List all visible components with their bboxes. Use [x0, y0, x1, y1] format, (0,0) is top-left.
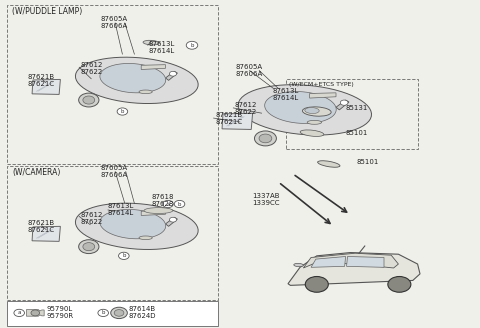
Text: (W/PUDDLE LAMP): (W/PUDDLE LAMP): [12, 7, 82, 16]
Bar: [7, 301, 218, 326]
Text: 87621B
87621C: 87621B 87621C: [28, 74, 55, 87]
Polygon shape: [288, 253, 420, 285]
Text: 87618
87628: 87618 87628: [151, 194, 174, 207]
Text: (W/CAMERA): (W/CAMERA): [12, 168, 60, 177]
Polygon shape: [166, 71, 178, 80]
Ellipse shape: [300, 130, 324, 136]
Ellipse shape: [139, 236, 152, 239]
Text: a: a: [166, 201, 170, 207]
Polygon shape: [238, 85, 372, 135]
Text: 87605A
87606A: 87605A 87606A: [101, 165, 128, 178]
Polygon shape: [303, 253, 398, 268]
Text: 1337AB
1339CC: 1337AB 1339CC: [252, 193, 279, 206]
Circle shape: [83, 243, 95, 251]
Text: b: b: [190, 43, 194, 48]
Polygon shape: [26, 310, 44, 316]
Ellipse shape: [294, 263, 303, 267]
Circle shape: [98, 309, 108, 317]
Ellipse shape: [318, 161, 340, 167]
Circle shape: [14, 309, 24, 317]
Text: 87621B
87621C: 87621B 87621C: [28, 220, 55, 234]
Polygon shape: [32, 79, 60, 94]
Bar: [286, 79, 418, 149]
Circle shape: [111, 307, 127, 318]
Text: 87605A
87606A: 87605A 87606A: [235, 64, 263, 77]
Polygon shape: [264, 92, 336, 123]
Polygon shape: [222, 113, 252, 130]
Circle shape: [169, 217, 177, 222]
Text: b: b: [101, 310, 105, 316]
Circle shape: [388, 277, 411, 292]
Circle shape: [305, 277, 328, 292]
Bar: [7, 166, 218, 300]
Circle shape: [169, 71, 177, 76]
Text: 85101: 85101: [346, 130, 368, 136]
Text: 87612
87622: 87612 87622: [81, 62, 103, 75]
Polygon shape: [311, 256, 346, 267]
Polygon shape: [100, 209, 166, 239]
Ellipse shape: [144, 208, 173, 214]
Text: a: a: [17, 310, 21, 316]
Text: 87613L
87614L: 87613L 87614L: [108, 203, 134, 216]
Circle shape: [79, 93, 99, 107]
Text: 87613L
87614L: 87613L 87614L: [149, 41, 175, 54]
Polygon shape: [347, 256, 384, 267]
Polygon shape: [100, 63, 166, 93]
Text: b: b: [178, 201, 181, 207]
Circle shape: [31, 310, 39, 316]
Text: b: b: [122, 253, 126, 258]
Circle shape: [259, 134, 272, 143]
Polygon shape: [75, 203, 198, 250]
Polygon shape: [141, 65, 166, 70]
Circle shape: [163, 200, 173, 208]
Bar: [7, 5, 218, 164]
Circle shape: [119, 252, 129, 259]
Circle shape: [254, 131, 276, 146]
Text: 87612
87622: 87612 87622: [234, 102, 257, 115]
Text: 87612
87622: 87612 87622: [81, 212, 103, 225]
Circle shape: [174, 200, 185, 208]
Circle shape: [117, 108, 128, 115]
Polygon shape: [141, 211, 166, 215]
Polygon shape: [166, 217, 178, 226]
Polygon shape: [336, 100, 349, 110]
Text: 85101: 85101: [356, 159, 379, 165]
Polygon shape: [310, 93, 336, 98]
Circle shape: [79, 240, 99, 254]
Polygon shape: [75, 57, 198, 104]
Text: 95790L
95790R: 95790L 95790R: [47, 306, 74, 319]
Ellipse shape: [307, 120, 322, 124]
Text: 87614B
87624D: 87614B 87624D: [129, 306, 156, 319]
Text: 85131: 85131: [346, 105, 368, 111]
Text: (W/ECM+ETCS TYPE): (W/ECM+ETCS TYPE): [289, 82, 354, 87]
Ellipse shape: [143, 40, 159, 45]
Circle shape: [340, 100, 348, 105]
Text: 87605A
87606A: 87605A 87606A: [101, 16, 128, 30]
Circle shape: [83, 96, 95, 104]
Ellipse shape: [302, 107, 331, 116]
Polygon shape: [32, 226, 60, 241]
Text: b: b: [120, 109, 124, 114]
Ellipse shape: [139, 90, 152, 93]
Circle shape: [114, 310, 124, 316]
Ellipse shape: [305, 108, 319, 113]
Text: 87613L
87614L: 87613L 87614L: [273, 88, 299, 101]
Circle shape: [186, 41, 198, 49]
Text: 87621B
87621C: 87621B 87621C: [215, 112, 242, 125]
